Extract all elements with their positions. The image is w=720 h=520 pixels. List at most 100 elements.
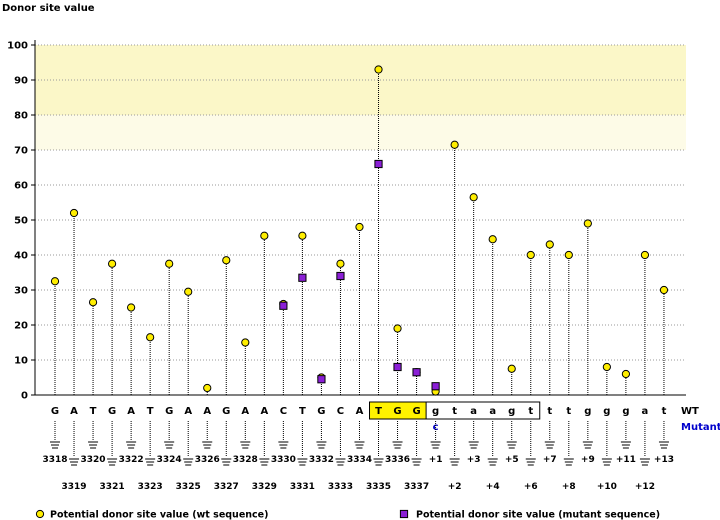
position-label-+2: +2: [448, 482, 462, 492]
base-3335: T: [375, 406, 382, 417]
y-tick-label-40: 40: [14, 251, 28, 262]
threshold-bands: [35, 45, 686, 150]
base-3336: G: [393, 406, 401, 417]
y-tick-label-90: 90: [14, 76, 28, 87]
base-3332: G: [317, 406, 325, 417]
position-label-3327: 3327: [214, 482, 239, 492]
position-label-3319: 3319: [61, 482, 86, 492]
wt-point-3333: [336, 259, 345, 268]
wt-point-3321: [107, 259, 117, 268]
position-label-+6: +6: [524, 482, 538, 492]
legend-marker-wt: [35, 509, 45, 519]
base-+2: t: [452, 406, 457, 417]
position-label-3335: 3335: [366, 482, 391, 492]
wt-point-3329: [260, 231, 269, 240]
wt-point-3331: [298, 231, 307, 240]
wt-point-+12: [640, 250, 650, 260]
position-label-+11: +11: [616, 455, 636, 465]
base-3328: A: [241, 406, 249, 417]
legend-marker-mutant: [399, 509, 409, 519]
base-3327: G: [222, 406, 230, 417]
position-label-3333: 3333: [328, 482, 353, 492]
wt-point-+8: [564, 250, 573, 260]
position-label-3330: 3330: [271, 455, 296, 465]
base-3320: T: [90, 406, 97, 417]
wt-point-3323: [146, 333, 155, 342]
position-label-+10: +10: [597, 482, 617, 492]
wt-point-3327: [222, 256, 231, 265]
stems: [54, 69, 665, 395]
position-label-+5: +5: [505, 455, 519, 465]
base-3325: A: [184, 406, 192, 417]
wt-point-3320: [88, 298, 98, 307]
mutant-point-3330: [279, 301, 288, 310]
base-+13: t: [662, 406, 667, 417]
wt-point-3326: [203, 383, 212, 393]
wt-point-3334: [355, 222, 364, 232]
position-label-+7: +7: [543, 455, 557, 465]
position-label-+1: +1: [429, 455, 443, 465]
y-tick-label-30: 30: [14, 286, 28, 297]
wt-point-+9: [583, 219, 592, 228]
base-3324: G: [165, 406, 173, 417]
position-label-3321: 3321: [100, 482, 125, 492]
wt-point-+6: [526, 250, 535, 260]
position-label-3336: 3336: [385, 455, 410, 465]
y-tick-label-80: 80: [14, 111, 28, 122]
threshold-band-0: [35, 45, 686, 115]
position-label-3322: 3322: [119, 455, 144, 465]
position-label-+12: +12: [635, 482, 655, 492]
position-label-3329: 3329: [252, 482, 277, 492]
base-3326: A: [203, 406, 211, 417]
y-tick-label-50: 50: [14, 216, 28, 227]
wt-point-+13: [659, 285, 669, 295]
data-points: [50, 65, 669, 396]
base-+12: a: [642, 406, 649, 417]
position-label-3326: 3326: [195, 455, 220, 465]
mutant-point-3333: [336, 271, 345, 281]
position-label-+13: +13: [654, 455, 674, 465]
wt-point-+7: [545, 240, 554, 249]
base-3323: T: [147, 406, 154, 417]
position-label-+8: +8: [562, 482, 576, 492]
wt-point-3322: [127, 303, 136, 312]
base-+8: t: [566, 406, 571, 417]
base-+10: g: [603, 406, 610, 417]
wt-point-+11: [621, 369, 631, 379]
base-3330: C: [280, 406, 287, 417]
wt-point-+2: [450, 140, 459, 149]
base-3334: A: [356, 406, 364, 417]
y-axis-label: Donor site value: [2, 3, 95, 14]
base-3318: G: [51, 406, 59, 417]
mutant-point-3335: [374, 159, 383, 169]
sequence-row: GATGATGAAGAACTGCATGGgctaagtttgggatWTMuta…: [51, 401, 720, 433]
position-label-3325: 3325: [176, 482, 201, 492]
mutant-point-3336: [393, 362, 402, 372]
wt-point-3336: [393, 324, 402, 333]
y-tick-label-100: 100: [7, 41, 28, 52]
wt-point-3318: [50, 277, 60, 286]
position-label-+3: +3: [467, 455, 481, 465]
legend: Potential donor site value (wt sequence)…: [35, 509, 660, 520]
base-+7: t: [547, 406, 552, 417]
wt-point-3335: [374, 65, 383, 74]
base-3329: A: [260, 406, 268, 417]
position-label-3332: 3332: [309, 455, 334, 465]
y-tick-label-70: 70: [14, 146, 28, 157]
base-3321: G: [108, 406, 116, 417]
base-3322: A: [127, 406, 135, 417]
mutant-point-+1: [431, 382, 440, 391]
position-label-3328: 3328: [233, 455, 258, 465]
y-tick-label-0: 0: [21, 391, 28, 402]
mutant-point-3337: [412, 368, 421, 377]
mutant-point-3331: [298, 273, 307, 282]
position-label-3323: 3323: [138, 482, 163, 492]
mutant-row-label: Mutant: [681, 422, 720, 433]
axes: 0 10 20 30 40 50 60 70 80 90 100: [7, 40, 686, 402]
position-label-+4: +4: [486, 482, 500, 492]
legend-label-wt: Potential donor site value (wt sequence): [50, 510, 268, 520]
position-label-3331: 3331: [290, 482, 315, 492]
y-tick-label-10: 10: [14, 356, 28, 367]
position-label-3320: 3320: [81, 455, 106, 465]
